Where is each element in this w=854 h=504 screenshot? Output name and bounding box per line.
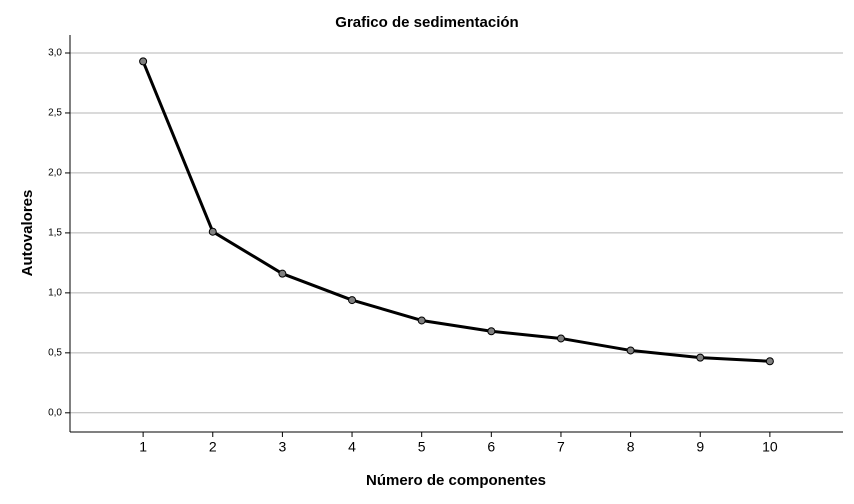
y-tick-label: 0,5 (48, 347, 62, 358)
data-point (208, 227, 217, 236)
data-point (556, 334, 565, 343)
x-tick-label: 6 (487, 439, 495, 455)
y-tick-label: 3,0 (48, 48, 62, 59)
data-point (417, 316, 426, 325)
x-tick-label: 10 (762, 439, 778, 455)
x-tick-label: 7 (557, 439, 565, 455)
data-point (139, 57, 148, 66)
y-tick-label: 1,0 (48, 288, 62, 299)
x-tick-label: 2 (209, 439, 217, 455)
y-tick-label: 0,0 (48, 407, 62, 418)
x-tick-label: 9 (696, 439, 704, 455)
data-point (626, 346, 635, 355)
x-tick-label: 3 (279, 439, 287, 455)
chart-title: Grafico de sedimentación (335, 14, 518, 31)
data-point (278, 269, 287, 278)
data-point (765, 357, 774, 366)
x-tick-label: 8 (627, 439, 635, 455)
series-line (141, 60, 770, 363)
x-tick-label: 4 (348, 439, 356, 455)
x-tick-label: 5 (418, 439, 426, 455)
y-tick-label: 1,5 (48, 228, 62, 239)
data-point (696, 353, 705, 362)
x-axis-label: Número de componentes (366, 472, 546, 489)
data-point (487, 327, 496, 336)
x-tick-label: 1 (139, 439, 147, 455)
y-axis-label: Autovalores (19, 190, 36, 277)
y-tick-label: 2,5 (48, 108, 62, 119)
y-tick-label: 2,0 (48, 168, 62, 179)
data-point (348, 296, 357, 305)
